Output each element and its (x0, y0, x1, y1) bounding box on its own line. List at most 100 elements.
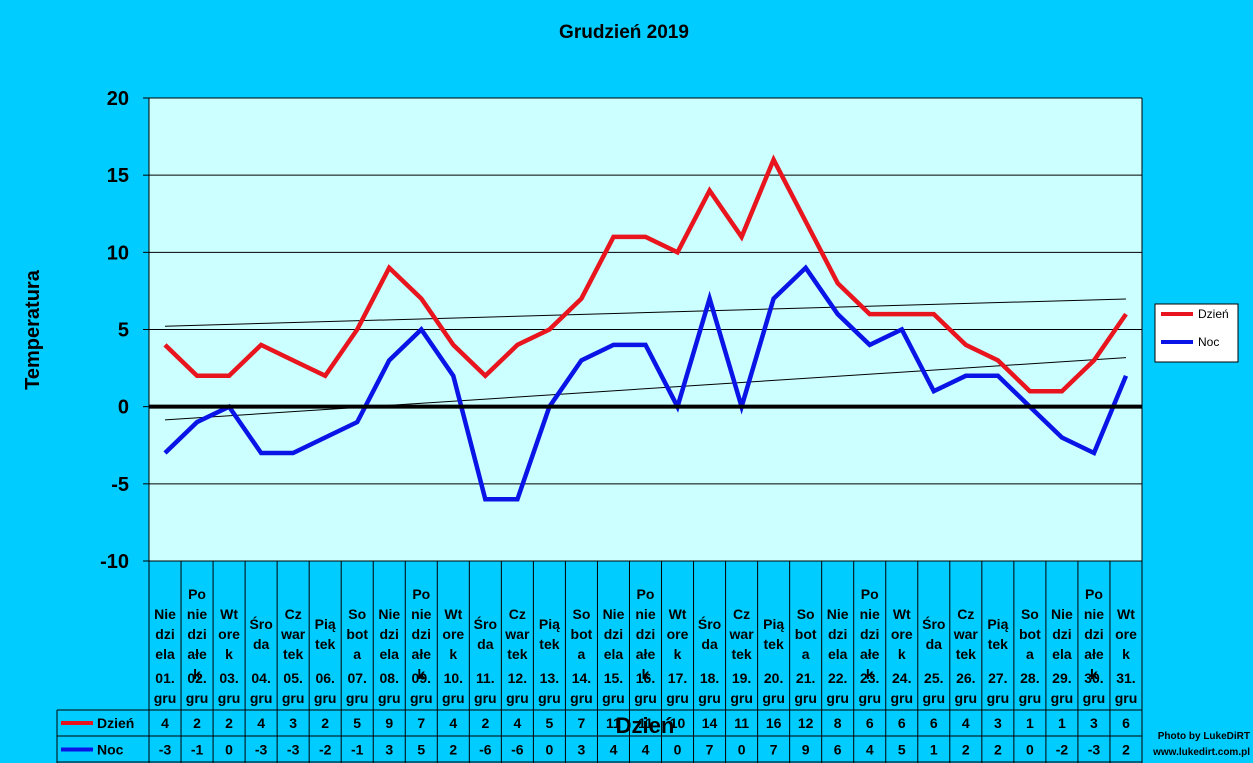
x-tick-label-weekday: nie (635, 606, 655, 622)
table-cell-value: 5 (546, 715, 554, 731)
legend-label-noc: Noc (1198, 335, 1219, 349)
x-tick-label-date: 03. (219, 670, 238, 686)
table-cell-value: 14 (702, 715, 718, 731)
x-tick-label-weekday: k (1090, 666, 1098, 682)
x-tick-label-weekday: nie (860, 606, 880, 622)
x-tick-label-weekday: So (797, 606, 815, 622)
x-tick-label-weekday: dzi (380, 626, 399, 642)
x-tick-label-weekday: dzi (412, 626, 431, 642)
x-tick-label-weekday: ore (667, 626, 689, 642)
x-tick-label-weekday: bot (346, 626, 368, 642)
y-tick-label: -5 (111, 474, 129, 496)
table-cell-value: -3 (287, 742, 300, 758)
y-tick-label: -10 (100, 551, 129, 573)
table-cell-value: 2 (481, 715, 489, 731)
table-cell-value: -6 (479, 742, 492, 758)
x-tick-label-weekday: Cz (509, 606, 526, 622)
x-tick-label-weekday: tek (315, 636, 335, 652)
trendlines (164, 298, 1127, 421)
x-tick-label-weekday: dzi (1052, 626, 1071, 642)
x-tick-label-date: gru (1115, 690, 1138, 706)
x-tick-label-weekday: ela (604, 646, 624, 662)
x-tick-label-weekday: Wt (669, 606, 687, 622)
table-cell-value: -1 (351, 742, 364, 758)
x-tick-label-weekday: dzi (604, 626, 623, 642)
x-tick-label-weekday: ore (218, 626, 240, 642)
table-cell-value: 7 (417, 715, 425, 731)
x-tick-label-weekday: Nie (603, 606, 625, 622)
table-row-label: Noc (97, 742, 124, 758)
x-tick-label-date: 06. (315, 670, 334, 686)
x-tick-label-weekday: Po (1085, 586, 1103, 602)
x-tick-label-weekday: Wt (893, 606, 911, 622)
table-cell-value: 2 (225, 715, 233, 731)
x-tick-label-weekday: ałe (636, 646, 656, 662)
table-cell-value: 11 (606, 715, 621, 731)
grid (149, 97, 1142, 485)
table-cell-value: 4 (610, 742, 618, 758)
table-cell-value: -3 (255, 742, 268, 758)
x-tick-label-date: 28. (1020, 670, 1039, 686)
x-tick-label-weekday: ore (442, 626, 464, 642)
x-tick-label-weekday: nie (1084, 606, 1104, 622)
x-tick-label-date: 31. (1116, 670, 1135, 686)
x-tick-label-weekday: k (1122, 646, 1130, 662)
x-tick-label-weekday: k (193, 666, 201, 682)
table-cell-value: 1 (930, 742, 938, 758)
x-tick-label-weekday: Po (188, 586, 206, 602)
table-cell-value: 2 (321, 715, 329, 731)
y-tick-label: 0 (118, 397, 129, 419)
x-tick-label-weekday: Nie (1051, 606, 1073, 622)
x-tick-label-weekday: dzi (187, 626, 206, 642)
table-cell-value: 16 (766, 715, 782, 731)
x-tick-label-weekday: ore (891, 626, 913, 642)
credit-line-1: Photo by LukeDiRT (1158, 731, 1250, 742)
x-tick-label-weekday: dzi (828, 626, 847, 642)
x-tick-label-weekday: k (866, 666, 874, 682)
series-lines (163, 154, 1129, 502)
x-tick-label-date: 19. (732, 670, 751, 686)
table-cell-value: -1 (191, 742, 204, 758)
x-tick-label-weekday: a (802, 646, 810, 662)
x-tick-label-weekday: Śro (474, 615, 497, 632)
legend: Dzień Noc (1154, 303, 1239, 363)
x-tick-label-weekday: Pią (539, 616, 560, 632)
x-tick-label-weekday: a (578, 646, 586, 662)
y-tick-label: 20 (107, 88, 129, 110)
y-axis-label: Temperatura (22, 269, 44, 390)
x-tick-label-weekday: dzi (636, 626, 655, 642)
x-tick-label-weekday: ałe (860, 646, 880, 662)
x-tick-label-weekday: war (280, 626, 306, 642)
x-tick-label-weekday: Cz (733, 606, 750, 622)
x-tick-label-date: 16. (636, 670, 655, 686)
table-cell-value: -3 (159, 742, 172, 758)
x-tick-label-weekday: tek (539, 636, 559, 652)
x-tick-label-weekday: Śro (698, 615, 721, 632)
y-tick-label: 15 (107, 165, 129, 187)
x-tick-label-weekday: Po (412, 586, 430, 602)
table-cell-value: 6 (866, 715, 874, 731)
table-cell-value: 4 (866, 742, 874, 758)
table-cell-value: 2 (193, 715, 201, 731)
x-tick-label-date: gru (314, 690, 337, 706)
x-tick-label-weekday: k (898, 646, 906, 662)
y-tick-label: 5 (118, 320, 129, 342)
x-tick-label-weekday: k (674, 646, 682, 662)
x-tick-label-date: gru (858, 690, 881, 706)
x-tick-label-date: 04. (251, 670, 270, 686)
x-tick-label-date: gru (378, 690, 401, 706)
x-tick-label-weekday: ałe (1084, 646, 1104, 662)
x-tick-label-date: 29. (1052, 670, 1071, 686)
table-cell-value: 1 (1026, 715, 1034, 731)
x-tick-label-weekday: k (225, 646, 233, 662)
table-cell-value: 5 (417, 742, 425, 758)
x-tick-label-weekday: ela (1052, 646, 1072, 662)
x-tick-label-weekday: war (953, 626, 979, 642)
x-tick-label-weekday: Wt (220, 606, 238, 622)
x-tick-label-weekday: Cz (957, 606, 974, 622)
x-tick-label-date: gru (794, 690, 817, 706)
x-tick-label-weekday: So (1021, 606, 1039, 622)
trendline (165, 298, 1126, 327)
data-table: Niedziela01.gruPoniedziałek02.gruWtorek0… (56, 560, 1143, 763)
